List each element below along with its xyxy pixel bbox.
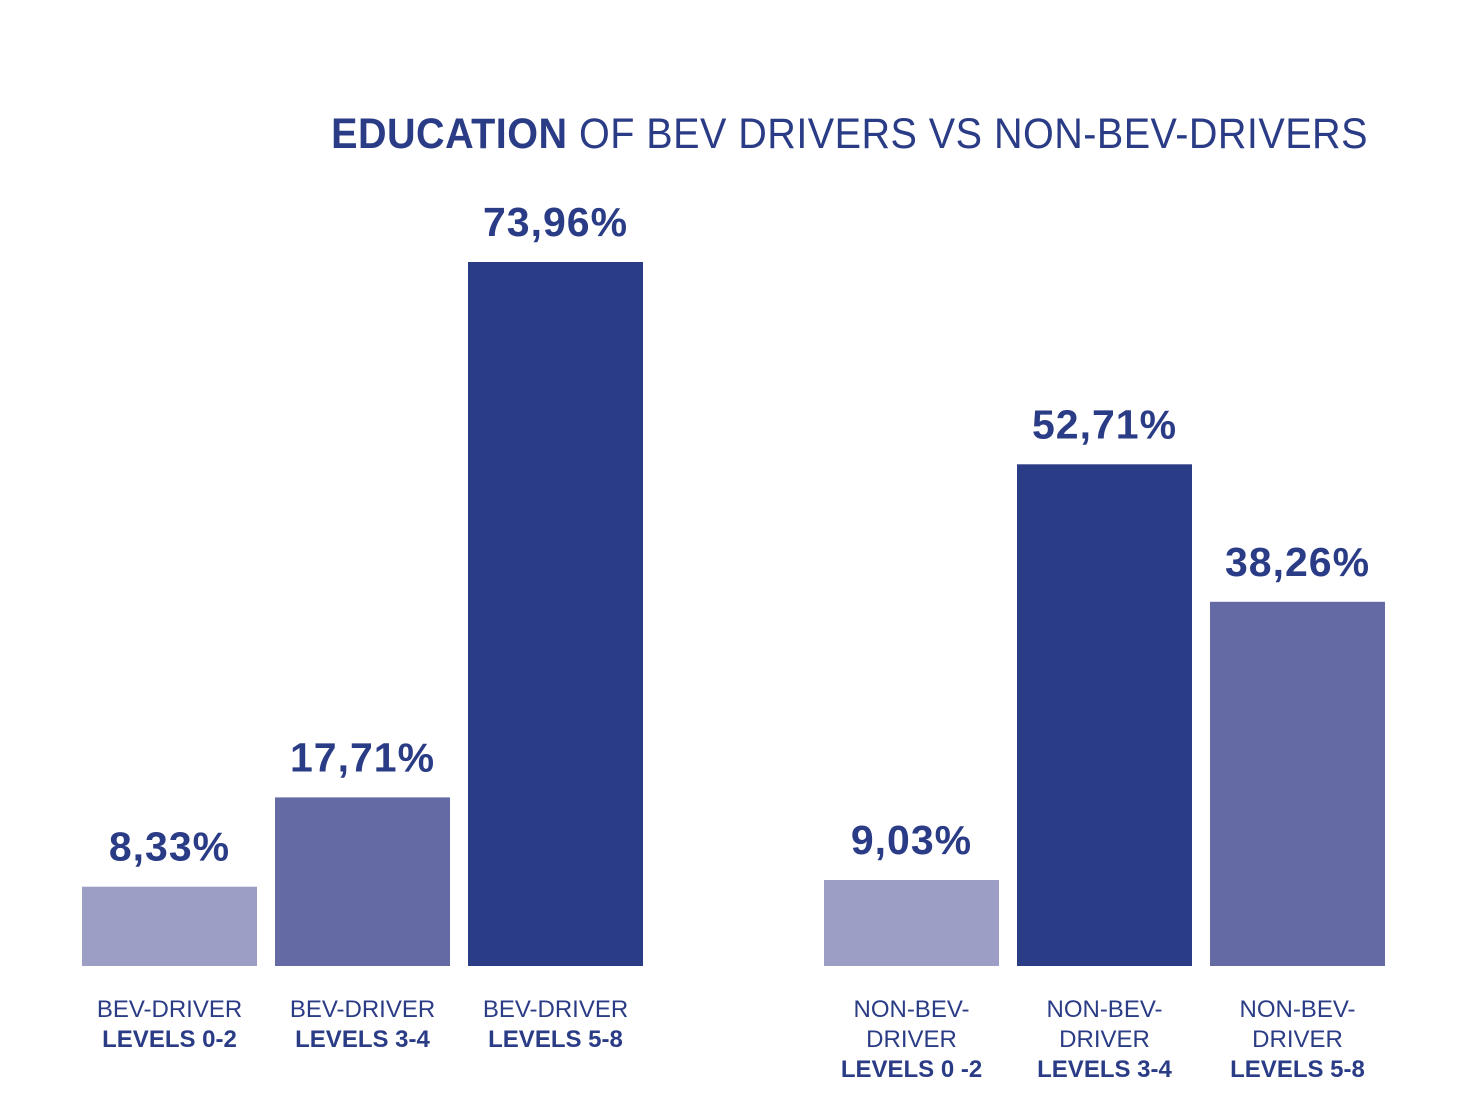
- category-label-g1-b2-line1: DRIVER: [1252, 1026, 1343, 1053]
- value-label-g1-b1: 52,71%: [1032, 401, 1177, 447]
- bar-g1-b0: [824, 880, 999, 966]
- chart-title-bold: EDUCATION: [331, 110, 568, 158]
- category-label-g1-b2-line0: NON-BEV-: [1239, 996, 1355, 1023]
- value-label-g1-b0: 9,03%: [851, 817, 972, 863]
- bar-g1-b1: [1017, 464, 1192, 966]
- category-level-g1-b2: LEVELS 5-8: [1230, 1056, 1365, 1083]
- category-label-g1-b0-line1: DRIVER: [866, 1026, 957, 1053]
- category-label-g1-b1-line1: DRIVER: [1059, 1026, 1150, 1053]
- category-level-g0-b0: LEVELS 0-2: [102, 1026, 237, 1053]
- bar-g0-b0: [82, 886, 257, 966]
- value-label-g0-b2: 73,96%: [483, 199, 628, 245]
- bar-g0-b2: [468, 262, 643, 966]
- category-level-g0-b2: LEVELS 5-8: [488, 1026, 623, 1053]
- category-level-g1-b1: LEVELS 3-4: [1037, 1056, 1172, 1083]
- bar-g1-b2: [1210, 601, 1385, 966]
- chart-title-rest: OF BEV DRIVERS VS NON-BEV-DRIVERS: [567, 110, 1368, 158]
- category-label-g1-b0-line0: NON-BEV-: [853, 996, 969, 1023]
- category-level-g1-b0: LEVELS 0 -2: [841, 1056, 982, 1083]
- chart-title: EDUCATION OF BEV DRIVERS VS NON-BEV-DRIV…: [331, 110, 1368, 159]
- category-label-g0-b1-line0: BEV-DRIVER: [290, 996, 435, 1023]
- value-label-g0-b0: 8,33%: [109, 824, 230, 870]
- category-label-g0-b0-line0: BEV-DRIVER: [97, 996, 242, 1023]
- category-label-g1-b1-line0: NON-BEV-: [1046, 996, 1162, 1023]
- category-level-g0-b1: LEVELS 3-4: [295, 1026, 430, 1053]
- bar-g0-b1: [275, 797, 450, 966]
- value-label-g1-b2: 38,26%: [1225, 539, 1370, 585]
- category-label-g0-b2-line0: BEV-DRIVER: [483, 996, 628, 1023]
- value-label-g0-b1: 17,71%: [290, 734, 435, 780]
